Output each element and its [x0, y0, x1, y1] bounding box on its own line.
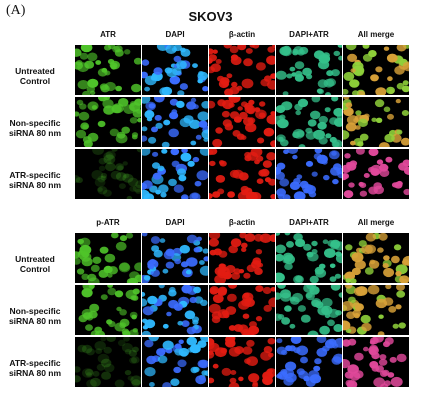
microscopy-image [343, 233, 409, 283]
column-header: β-actin [228, 218, 256, 227]
microscopy-image [209, 149, 275, 199]
row-label: Non-specific siRNA 80 nm [8, 118, 62, 138]
row-label: Non-specific siRNA 80 nm [8, 306, 62, 326]
microscopy-image [75, 45, 141, 95]
microscopy-image [276, 233, 342, 283]
microscopy-image [75, 233, 141, 283]
microscopy-image [209, 45, 275, 95]
microscopy-image [75, 149, 141, 199]
microscopy-image [209, 97, 275, 147]
microscopy-image [209, 285, 275, 335]
microscopy-image [209, 337, 275, 387]
microscopy-image [276, 285, 342, 335]
figure-title: SKOV3 [188, 9, 233, 24]
microscopy-image [142, 233, 208, 283]
column-header: All merge [357, 218, 395, 227]
column-header: β-actin [228, 30, 256, 39]
microscopy-image [75, 285, 141, 335]
microscopy-image [142, 97, 208, 147]
microscopy-image [343, 149, 409, 199]
column-header: ATR [100, 30, 116, 39]
microscopy-image [343, 337, 409, 387]
microscopy-image [209, 233, 275, 283]
microscopy-image [276, 337, 342, 387]
microscopy-image [75, 97, 141, 147]
microscopy-image [75, 337, 141, 387]
microscopy-image [142, 337, 208, 387]
column-header: p-ATR [96, 218, 120, 227]
microscopy-image [276, 45, 342, 95]
microscopy-image [142, 285, 208, 335]
microscopy-image [343, 97, 409, 147]
panel-label: (A) [6, 3, 26, 18]
microscopy-image [276, 97, 342, 147]
column-header: All merge [357, 30, 395, 39]
microscopy-image [343, 45, 409, 95]
microscopy-image [142, 149, 208, 199]
row-label: ATR-specific siRNA 80 nm [8, 358, 62, 378]
column-header: DAPI [165, 30, 185, 39]
column-header: DAPI+ATR [289, 218, 329, 227]
row-label: Untreated Control [15, 254, 55, 274]
microscopy-image [343, 285, 409, 335]
column-header: DAPI [165, 218, 185, 227]
microscopy-image [276, 149, 342, 199]
row-label: ATR-specific siRNA 80 nm [8, 170, 62, 190]
column-header: DAPI+ATR [289, 30, 329, 39]
microscopy-image [142, 45, 208, 95]
row-label: Untreated Control [15, 66, 55, 86]
